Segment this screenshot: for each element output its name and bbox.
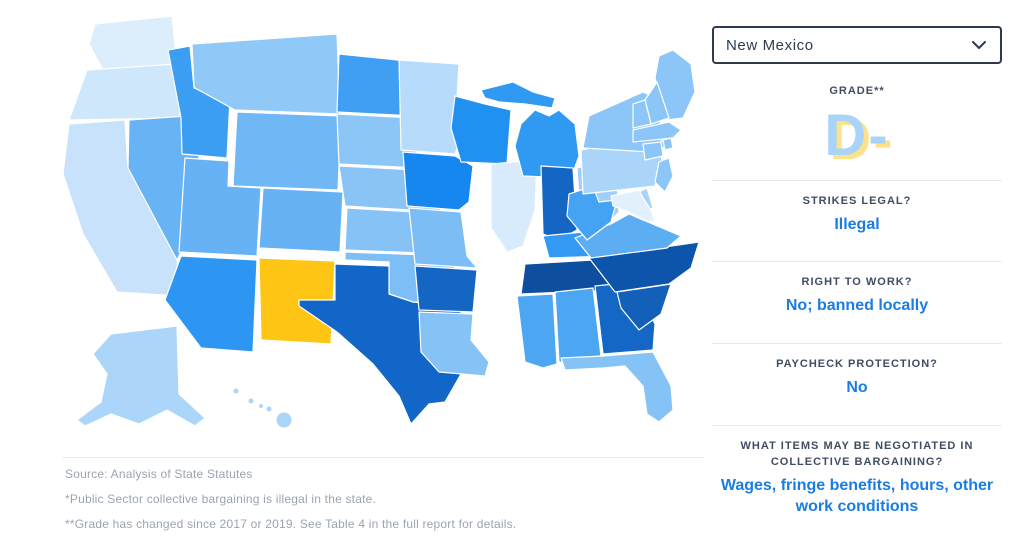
state-MT[interactable]: Montana — [191, 33, 341, 115]
state-NJ[interactable]: New Jersey — [654, 157, 674, 193]
state-AR[interactable]: Arkansas — [414, 265, 478, 313]
state-detail-panel: New Mexico GRADE** D- STRIKES LEGAL? Ill… — [712, 26, 1002, 531]
us-map-svg: WashingtonOregonCaliforniaNevadaIdahoMon… — [62, 15, 700, 429]
state-AL[interactable]: Alabama — [554, 287, 602, 365]
state-HI-island[interactable] — [265, 405, 273, 413]
footer-divider — [62, 457, 704, 458]
qa-collective-bargaining-items: WHAT ITEMS MAY BE NEGOTIATED IN COLLECTI… — [712, 426, 1002, 531]
state-MD[interactable]: Maryland — [610, 189, 656, 223]
state-AZ[interactable]: Arizona — [164, 255, 258, 353]
divider — [712, 261, 1002, 263]
us-choropleth-map: WashingtonOregonCaliforniaNevadaIdahoMon… — [55, 8, 710, 438]
qa-question: WHAT ITEMS MAY BE NEGOTIATED IN COLLECTI… — [740, 439, 974, 468]
state-FL[interactable]: Florida — [560, 351, 674, 423]
state-VT[interactable]: Vermont — [632, 99, 652, 129]
state-WI[interactable]: Wisconsin — [450, 95, 512, 165]
chevron-down-icon — [972, 40, 986, 49]
divider — [712, 424, 1002, 426]
qa-paycheck-protection: PAYCHECK PROTECTION? No — [712, 344, 1002, 413]
qa-answer: No; banned locally — [785, 297, 929, 315]
state-MA[interactable]: Massachusetts — [632, 121, 682, 143]
state-NM[interactable]: New Mexico — [258, 257, 336, 345]
qa-question: STRIKES LEGAL? — [802, 194, 912, 207]
qa-question: RIGHT TO WORK? — [801, 276, 913, 289]
state-WY[interactable]: Wyoming — [232, 111, 342, 191]
qa-answer: Wages, fringe benefits, hours, other wor… — [720, 476, 994, 515]
grade-value: D- — [824, 102, 890, 168]
state-CT[interactable]: Connecticut — [642, 141, 664, 161]
footnote-grade-change: **Grade has changed since 2017 or 2019. … — [65, 517, 517, 531]
grade-label: GRADE** — [829, 85, 885, 97]
state-IA[interactable]: Iowa — [402, 151, 474, 211]
state-OR[interactable]: Oregon — [68, 63, 182, 121]
divider — [712, 343, 1002, 345]
state-MS[interactable]: Mississippi — [516, 293, 558, 369]
divider — [712, 179, 1002, 181]
qa-answer: No — [846, 379, 868, 397]
qa-strikes-legal: STRIKES LEGAL? Illegal — [712, 181, 1002, 250]
source-note: Source: Analysis of State Statutes — [65, 467, 253, 481]
state-select-value: New Mexico — [726, 36, 814, 54]
state-CO[interactable]: Colorado — [258, 187, 344, 253]
state-ID[interactable]: Idaho — [167, 45, 231, 159]
state-MO[interactable]: Missouri — [408, 207, 478, 269]
footer-notes: Source: Analysis of State Statutes *Publ… — [65, 467, 705, 542]
qa-question: PAYCHECK PROTECTION? — [776, 358, 938, 371]
state-UT[interactable]: Utah — [178, 157, 262, 257]
footnote-illegal: *Public Sector collective bargaining is … — [65, 492, 377, 506]
state-MI[interactable]: Michigan — [514, 109, 580, 179]
state-MI-UP[interactable]: Michigan Upper Peninsula — [480, 81, 556, 109]
state-HI-island[interactable] — [247, 397, 255, 405]
state-select[interactable]: New Mexico — [712, 26, 1002, 64]
state-LA[interactable]: Louisiana — [418, 311, 490, 377]
state-AK[interactable]: Alaska — [76, 325, 206, 427]
qa-right-to-work: RIGHT TO WORK? No; banned locally — [712, 262, 1002, 331]
qa-answer: Illegal — [834, 215, 880, 233]
state-RI[interactable]: Rhode Island — [662, 137, 674, 151]
state-VA[interactable]: Virginia — [574, 213, 682, 259]
state-HI-island[interactable] — [232, 387, 240, 395]
state-WA[interactable]: Washington — [88, 15, 178, 71]
state-HI-island[interactable] — [258, 403, 264, 409]
state-HI-island[interactable] — [275, 411, 293, 429]
